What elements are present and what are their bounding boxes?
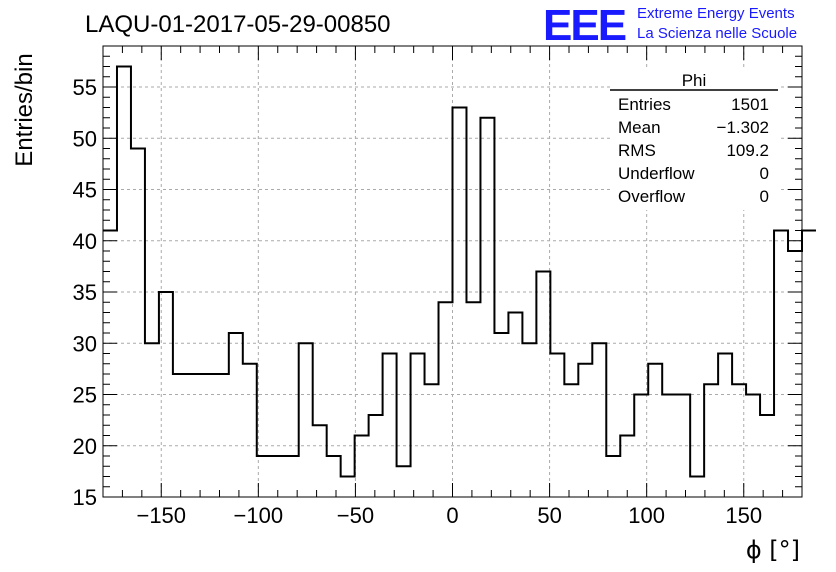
axes: −150 −100 −50 0 50 100 150 15 20 25 30 35 40 45 50 55 bbox=[73, 45, 803, 528]
histogram-bin bbox=[355, 436, 369, 498]
histogram-bin bbox=[327, 456, 341, 497]
histogram-bin bbox=[383, 354, 397, 498]
chart-title: LAQU-01-2017-05-29-00850 bbox=[85, 11, 391, 38]
histogram-bin bbox=[299, 343, 313, 497]
x-tick-label: 0 bbox=[446, 503, 458, 528]
histogram-bin bbox=[746, 395, 760, 498]
stats-label: Entries bbox=[618, 95, 671, 114]
histogram-bin bbox=[243, 364, 257, 497]
x-tick-label: 100 bbox=[628, 503, 665, 528]
stats-name: Phi bbox=[682, 71, 707, 90]
stats-label: RMS bbox=[618, 141, 656, 160]
x-tick-label: 150 bbox=[725, 503, 762, 528]
histogram-bin bbox=[285, 456, 299, 497]
histogram-bin bbox=[522, 343, 536, 497]
x-axis-label: ϕ [°] bbox=[746, 536, 800, 564]
histogram-bin bbox=[690, 477, 704, 498]
histogram-bin bbox=[788, 251, 802, 497]
stats-value: −1.302 bbox=[717, 118, 769, 137]
histogram-bin bbox=[536, 272, 550, 498]
plot-frame bbox=[102, 45, 803, 498]
x-tick-label: −50 bbox=[337, 503, 374, 528]
x-tick-label: −150 bbox=[136, 503, 186, 528]
stats-box: Phi Entries 1501 Mean −1.302 RMS 109.2 Underfl… bbox=[610, 70, 778, 210]
histogram-bin bbox=[718, 354, 732, 498]
histogram bbox=[103, 65, 816, 498]
histogram-bin bbox=[117, 67, 131, 498]
histogram-bin bbox=[704, 384, 718, 497]
histogram-bin bbox=[411, 354, 425, 498]
histogram-bin bbox=[131, 149, 145, 498]
histogram-bin bbox=[257, 456, 271, 497]
histogram-bin bbox=[578, 364, 592, 497]
histogram-bin bbox=[592, 343, 606, 497]
stats-value: 109.2 bbox=[726, 141, 769, 160]
histogram-bin bbox=[606, 456, 620, 497]
histogram-bin bbox=[229, 333, 243, 497]
histogram-bin bbox=[648, 364, 662, 497]
histogram-bin bbox=[620, 436, 634, 498]
y-tick-label: 20 bbox=[73, 434, 97, 459]
histogram-bin bbox=[550, 354, 564, 498]
y-tick-label: 35 bbox=[73, 280, 97, 305]
histogram-bin bbox=[201, 374, 215, 497]
stats-value: 0 bbox=[760, 187, 769, 206]
y-tick-label: 25 bbox=[73, 383, 97, 408]
stats-label: Mean bbox=[618, 118, 661, 137]
y-tick-label: 55 bbox=[73, 75, 97, 100]
histogram-bin bbox=[634, 395, 648, 498]
stats-value: 1501 bbox=[731, 95, 769, 114]
histogram-bin bbox=[369, 415, 383, 497]
x-tick-label: 50 bbox=[537, 503, 561, 528]
stats-value: 0 bbox=[760, 164, 769, 183]
eee-logo: EEE Extreme Energy Events La Scienza nel… bbox=[543, 1, 797, 50]
histogram-bin bbox=[187, 374, 201, 497]
histogram-bin bbox=[774, 231, 788, 498]
logo-line2: La Scienza nelle Scuole bbox=[637, 25, 797, 42]
histogram-bin bbox=[341, 477, 355, 498]
histogram-bin bbox=[494, 333, 508, 497]
histogram-bin bbox=[453, 108, 467, 498]
y-tick-label: 40 bbox=[73, 229, 97, 254]
stats-label: Underflow bbox=[618, 164, 695, 183]
histogram-bin bbox=[159, 292, 173, 497]
histogram-bin bbox=[480, 118, 494, 497]
histogram-bin bbox=[145, 343, 159, 497]
histogram-bin bbox=[271, 456, 285, 497]
histogram-bin bbox=[313, 425, 327, 497]
histogram-bin bbox=[662, 395, 676, 498]
histogram-bin bbox=[508, 313, 522, 498]
logo-line1: Extreme Energy Events bbox=[637, 5, 795, 22]
histogram-bin bbox=[760, 415, 774, 497]
histogram-bin bbox=[173, 374, 187, 497]
histogram-bin bbox=[466, 302, 480, 497]
y-tick-label: 30 bbox=[73, 331, 97, 356]
y-axis-label: Entries/bin bbox=[11, 53, 38, 166]
histogram-outline bbox=[103, 65, 816, 478]
histogram-bin bbox=[439, 302, 453, 497]
y-tick-label: 15 bbox=[73, 485, 97, 510]
histogram-bin bbox=[732, 384, 746, 497]
y-tick-label: 50 bbox=[73, 126, 97, 151]
histogram-bin bbox=[564, 384, 578, 497]
histogram-bin bbox=[425, 384, 439, 497]
histogram-bin bbox=[103, 231, 117, 498]
histogram-bin bbox=[397, 466, 411, 497]
histogram-bin bbox=[676, 395, 690, 498]
stats-label: Overflow bbox=[618, 187, 686, 206]
eee-logo-mark: EEE bbox=[543, 1, 626, 50]
y-tick-label: 45 bbox=[73, 178, 97, 203]
x-tick-label: −100 bbox=[234, 503, 284, 528]
histogram-bin bbox=[215, 374, 229, 497]
histogram-bin bbox=[802, 231, 816, 498]
